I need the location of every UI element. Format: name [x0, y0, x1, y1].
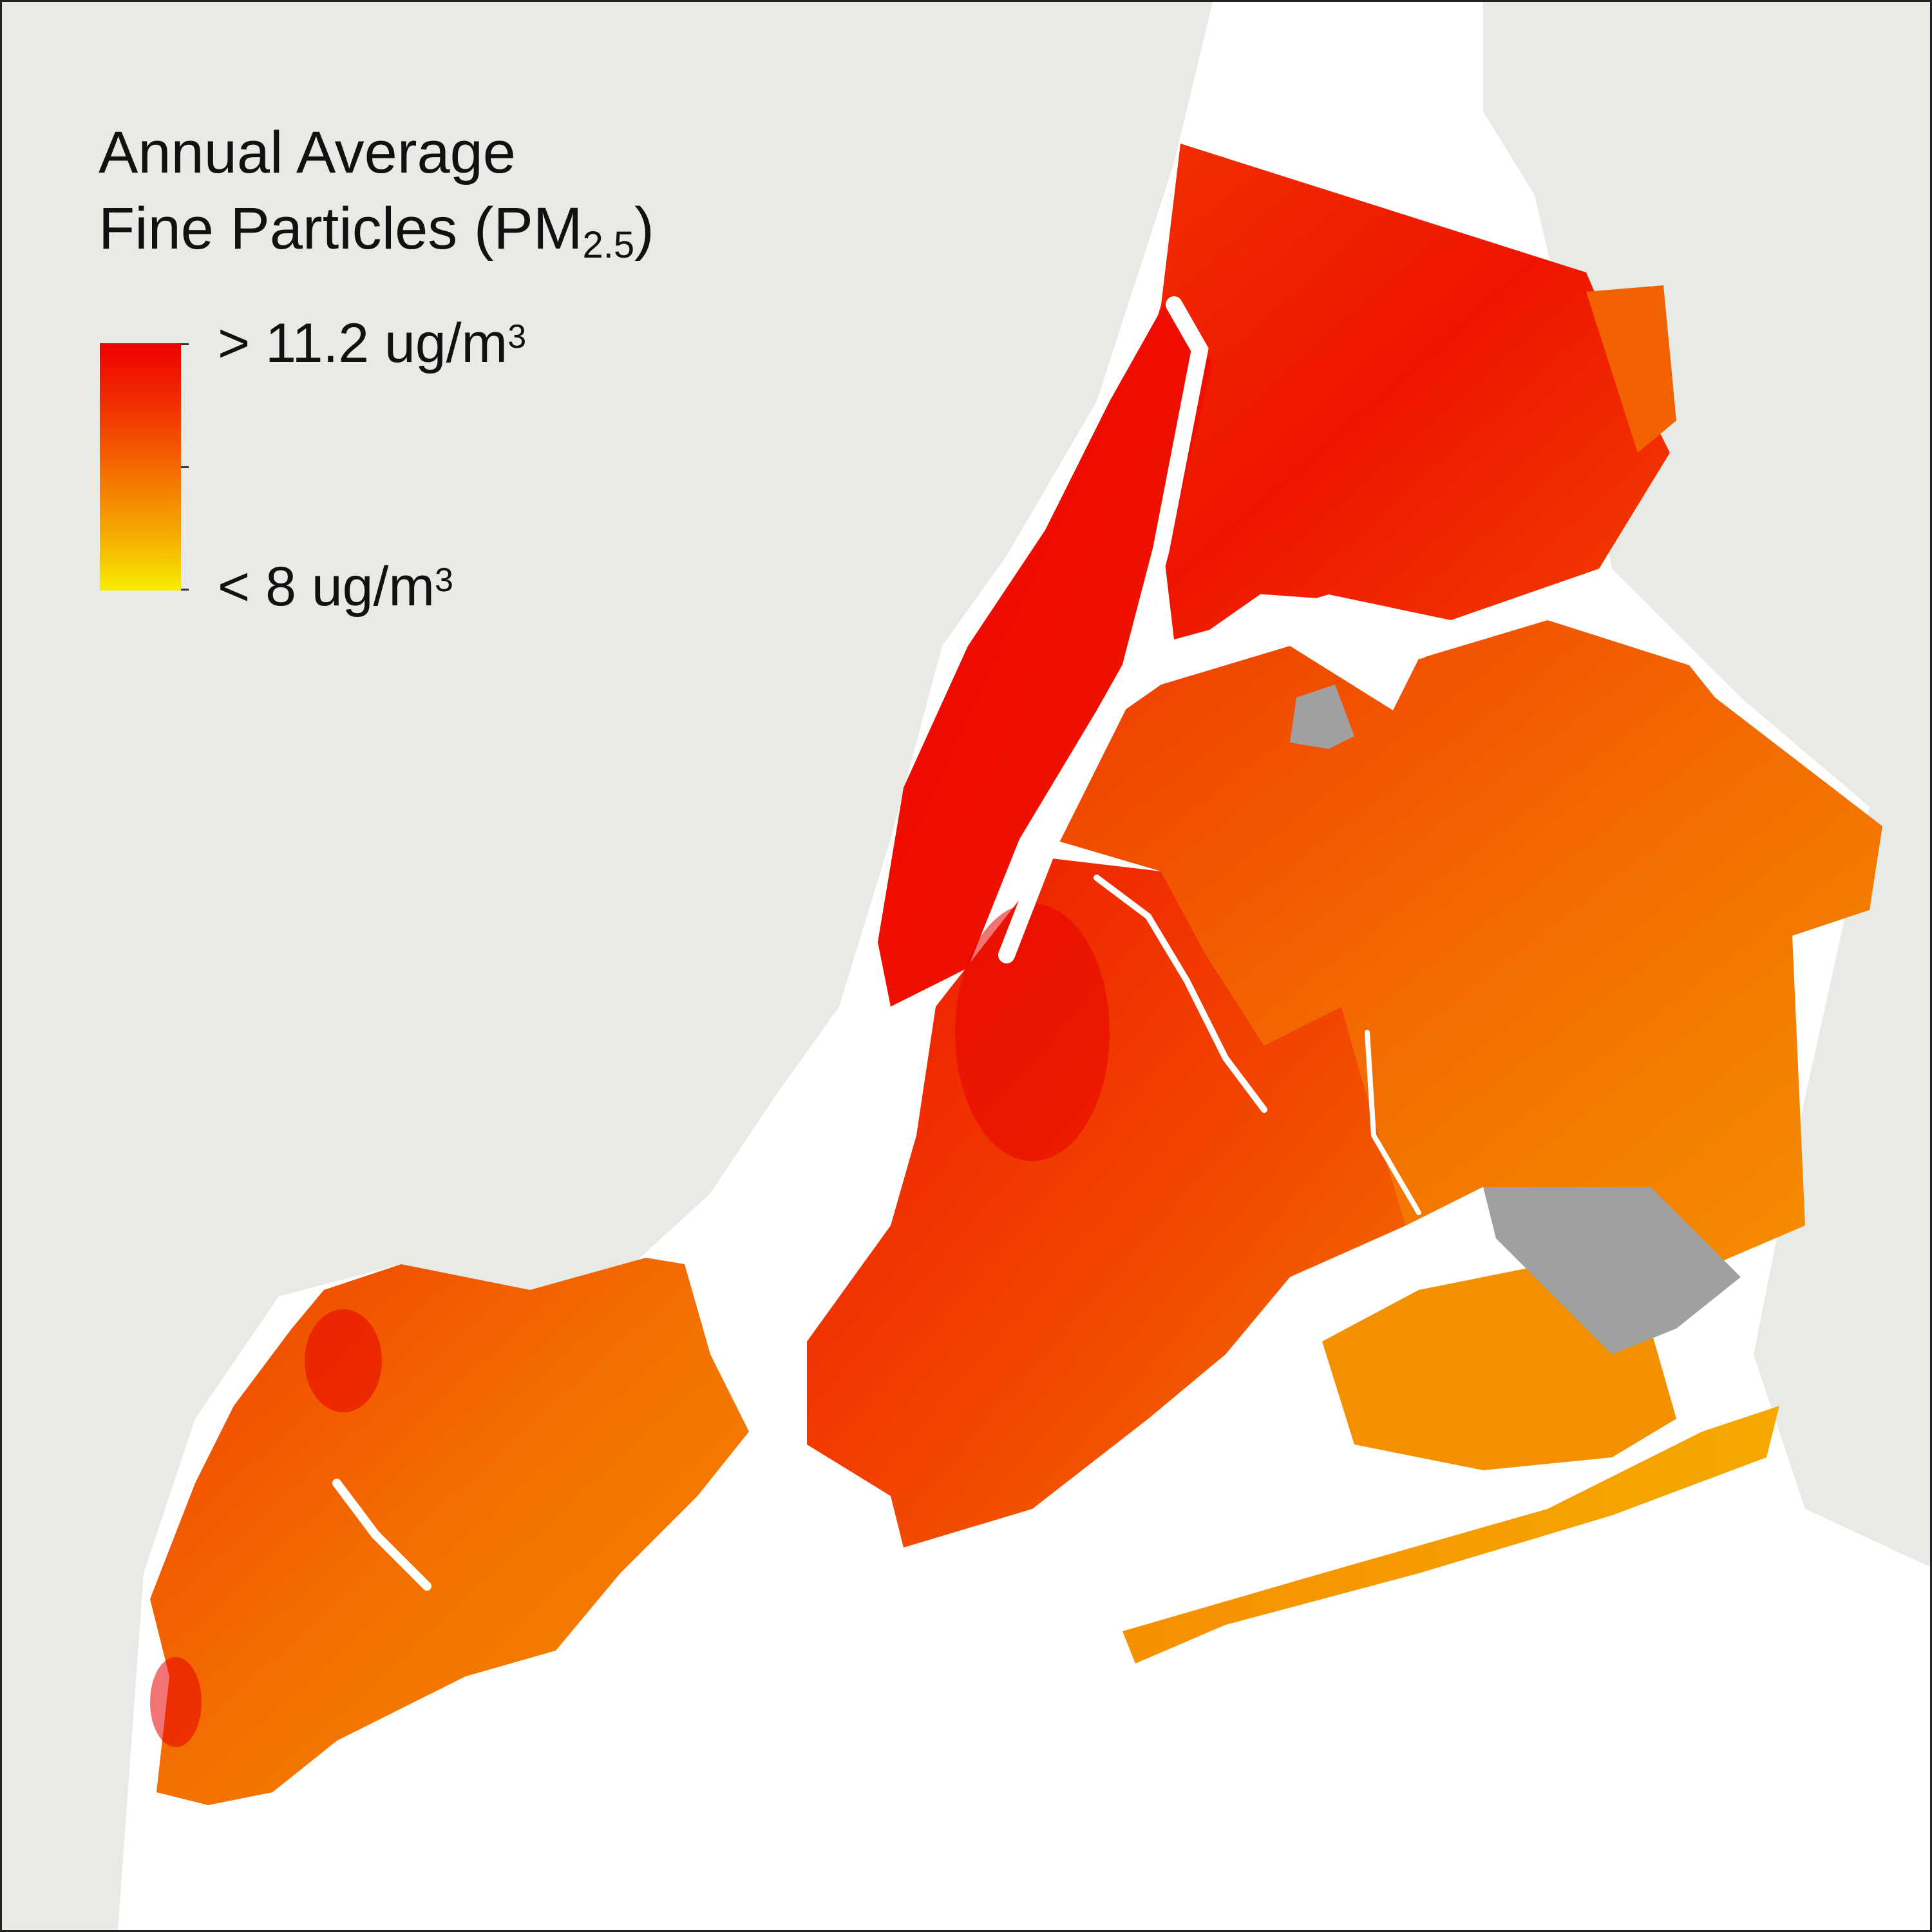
legend-color-bar: [100, 343, 181, 591]
rockaway-region: [1122, 1406, 1779, 1663]
jfk-airport: [1483, 1187, 1741, 1354]
pollution-hotspots: [150, 904, 1110, 1747]
legend-title-line2: Fine Particles (PM2.5): [99, 196, 654, 266]
manhattan-region: [878, 298, 1213, 1007]
legend-tick-low: [181, 589, 189, 591]
bronx-peninsula: [1586, 285, 1676, 453]
water-channels: [332, 296, 1432, 1591]
legend-high-label: > 11.2 ug/m3: [218, 312, 527, 374]
legend-title: Annual Average Fine Particles (PM2.5): [99, 115, 654, 274]
legend-tick-high: [181, 343, 189, 345]
laguardia-airport: [1290, 685, 1354, 749]
queens-region: [1052, 620, 1882, 1264]
staten-island-region: [150, 1258, 749, 1805]
legend-tick-mid: [181, 466, 189, 468]
legend-title-line1: Annual Average: [99, 120, 516, 185]
legend-low-label: < 8 ug/m3: [218, 556, 453, 618]
bronx-region: [1110, 144, 1670, 639]
